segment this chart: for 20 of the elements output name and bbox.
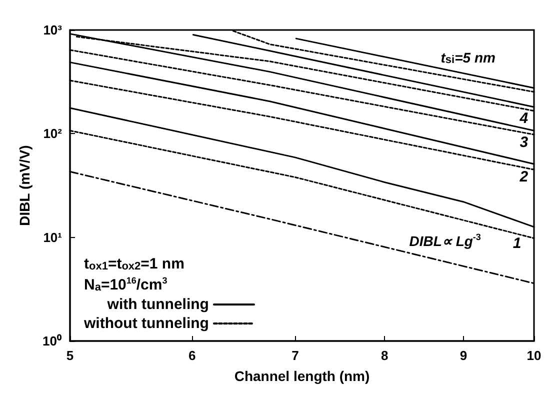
- x-tick-label: 9: [460, 348, 468, 363]
- x-axis-title: Channel length (nm): [234, 368, 370, 384]
- annotation: tsi=5 nm: [440, 50, 496, 66]
- x-tick-label: 7: [292, 348, 299, 363]
- legend-label: without tunneling: [82, 315, 209, 332]
- x-tick-label: 8: [381, 348, 388, 363]
- annotation: 1: [512, 234, 522, 252]
- y-tick-label: 10¹: [43, 230, 62, 245]
- x-tick-label: 5: [66, 348, 74, 363]
- y-tick-label: 10³: [43, 22, 63, 38]
- x-tick-label: 6: [188, 348, 196, 363]
- annotation: 2: [518, 168, 529, 186]
- annotation: tox1=tox2=1 nm: [84, 255, 184, 272]
- annotation: 3: [520, 134, 529, 151]
- y-tick-label: 10²: [43, 126, 63, 142]
- legend-label: with tunneling: [106, 296, 209, 313]
- y-axis-title: DIBL (mV/V): [16, 145, 33, 226]
- x-tick-label: 10: [526, 348, 542, 363]
- y-tick-label: 10⁰: [42, 334, 62, 348]
- annotation: 4: [518, 110, 529, 127]
